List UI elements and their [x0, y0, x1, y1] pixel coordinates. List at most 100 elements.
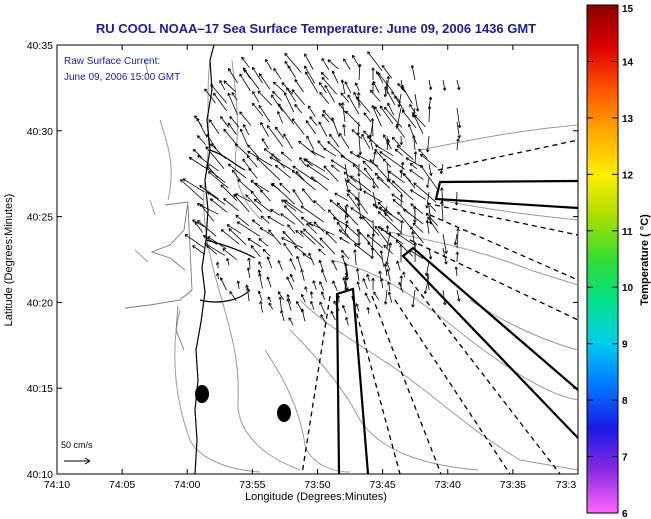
current-vector	[375, 144, 394, 157]
current-vector	[204, 88, 216, 104]
x-tick-label: 73:50	[304, 479, 330, 491]
current-vector	[419, 153, 438, 168]
current-vector	[456, 107, 462, 129]
colorbar-tick-label: 10	[622, 283, 634, 294]
current-vector	[283, 242, 293, 256]
current-vector	[239, 111, 252, 126]
current-vector	[309, 291, 314, 299]
current-vector	[271, 182, 295, 205]
current-vector	[454, 266, 459, 277]
x-tick-label: 74:05	[109, 479, 135, 491]
current-vector	[251, 102, 264, 117]
x-axis-label: Longitude (Degrees:Minutes)	[245, 491, 387, 503]
colorbar-tick-label: 6	[622, 509, 628, 519]
current-vector	[223, 80, 236, 93]
current-vector	[353, 91, 361, 106]
current-vector	[300, 293, 306, 303]
current-vector	[379, 105, 394, 125]
current-vector	[386, 232, 392, 249]
current-vector	[339, 132, 350, 149]
current-vector	[427, 202, 437, 212]
current-vector	[409, 169, 424, 181]
current-vector	[362, 278, 368, 290]
current-vector	[371, 82, 375, 95]
current-vector	[387, 102, 395, 116]
current-vector	[386, 268, 391, 281]
current-vector	[250, 190, 262, 204]
current-vector	[307, 105, 316, 117]
sampling-boxes	[335, 179, 579, 475]
current-vector	[323, 165, 339, 182]
shoreline-detail	[124, 201, 193, 351]
current-vector	[425, 177, 430, 189]
current-vector	[320, 314, 327, 325]
current-vector	[319, 301, 326, 315]
current-vector	[205, 146, 225, 170]
current-vector	[323, 147, 337, 157]
current-vector	[274, 164, 291, 179]
current-vector	[361, 133, 371, 149]
current-vector	[313, 221, 325, 233]
current-vector	[370, 118, 375, 137]
chart-title: RU COOL NOAA–17 Sea Surface Temperature:…	[96, 21, 536, 36]
x-tick-label: 73:45	[369, 479, 395, 491]
current-vector	[321, 113, 330, 123]
current-vector	[194, 221, 203, 233]
current-vector	[246, 267, 251, 279]
y-tick-label: 40:10	[27, 469, 53, 481]
current-vector	[409, 226, 424, 244]
current-vector	[291, 89, 306, 105]
colorbar-tick-label: 14	[622, 57, 634, 68]
current-vector	[256, 157, 281, 181]
current-vector	[318, 259, 324, 271]
current-vector	[321, 57, 330, 70]
current-vector	[386, 163, 391, 183]
current-vector	[289, 258, 297, 270]
current-vector	[344, 177, 350, 193]
current-vector	[236, 280, 241, 290]
current-vector	[413, 242, 418, 263]
current-vector	[236, 221, 260, 237]
current-vector	[339, 237, 350, 244]
current-vector	[355, 268, 360, 281]
current-vector	[345, 110, 361, 127]
colorbar-ticks: 15 14 13 12 11 10 9 8 7 6	[587, 4, 634, 519]
current-vector	[294, 103, 303, 114]
current-vector	[405, 157, 424, 168]
current-vector	[266, 276, 272, 288]
current-vector	[456, 228, 460, 249]
current-vector	[331, 70, 339, 84]
current-vector	[399, 193, 404, 207]
current-vector	[401, 109, 417, 129]
current-vector	[300, 308, 306, 322]
current-vector	[268, 229, 282, 246]
current-vector	[271, 94, 284, 112]
current-vector	[207, 236, 227, 250]
current-vector	[231, 169, 241, 181]
current-vector	[317, 140, 325, 149]
current-vector	[442, 79, 447, 91]
current-vector	[319, 81, 327, 94]
current-vector	[283, 133, 293, 150]
current-vector	[251, 219, 261, 227]
current-vector	[254, 182, 270, 193]
current-vector	[400, 161, 405, 179]
current-vector	[413, 151, 418, 165]
current-vector	[456, 289, 461, 302]
current-vector	[336, 202, 359, 226]
current-vector	[223, 128, 238, 146]
current-vector	[379, 151, 406, 170]
current-vector	[396, 233, 416, 247]
scale-arrow-head	[84, 457, 91, 465]
current-vector	[296, 255, 302, 270]
current-vector	[272, 90, 282, 101]
current-vector	[344, 163, 350, 183]
current-vector	[305, 71, 319, 94]
current-vector	[455, 251, 460, 263]
current-vector	[280, 151, 292, 162]
current-vector	[399, 244, 403, 262]
current-vector	[305, 120, 317, 135]
current-vector	[376, 176, 391, 189]
current-vector	[231, 92, 238, 101]
current-vector	[341, 304, 347, 314]
